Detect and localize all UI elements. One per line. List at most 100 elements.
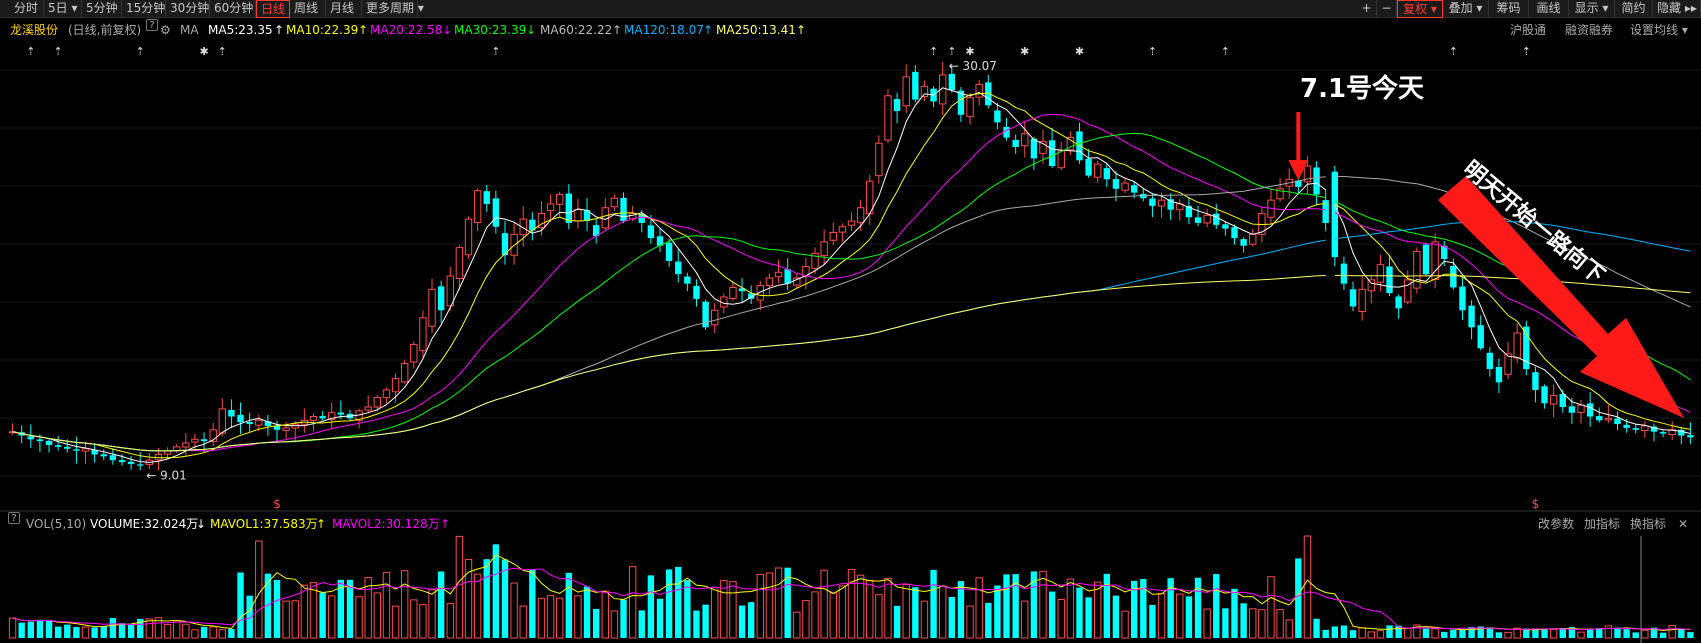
candle-body [738, 288, 746, 292]
candle-body [884, 95, 892, 141]
volume-bar [382, 572, 391, 639]
volume-bar [1121, 610, 1129, 639]
ma5-line-after [1334, 205, 1691, 435]
event-marker: ⇡ [218, 45, 227, 58]
gear-icon[interactable]: ⚙ [160, 23, 171, 37]
volume-help-icon[interactable]: ? [8, 512, 20, 524]
candle-body [1386, 266, 1393, 294]
volume-bar [36, 619, 44, 638]
ma5-value: MA5:23.35 [208, 23, 273, 37]
change-params-link[interactable]: 改参数 [1538, 517, 1575, 531]
tool-button-6[interactable]: 显示 ▾ [1569, 0, 1615, 18]
ma60-arrow: ↑ [612, 23, 623, 37]
tool-button-4[interactable]: 筹码 [1489, 0, 1529, 18]
candle-body [529, 219, 536, 231]
candle-body [838, 226, 847, 233]
volume-bar [264, 573, 272, 638]
period-tab-3[interactable]: 15分钟 [122, 0, 166, 18]
candle-body [1623, 424, 1630, 428]
period-tab-7[interactable]: 周线 [290, 0, 326, 18]
volume-bar [1678, 628, 1685, 638]
tool-button-3[interactable]: 叠加 ▾ [1443, 0, 1489, 18]
volume-bar [355, 596, 363, 639]
candle-body [1213, 213, 1220, 225]
help-icon[interactable]: ? [146, 19, 158, 31]
candle-body [27, 436, 34, 440]
volume-bar [1358, 627, 1366, 639]
ma5-arrow: ↑ [274, 23, 285, 37]
mavol2-line [12, 567, 1691, 631]
candle-body [1549, 395, 1558, 405]
volume-bar [1085, 597, 1092, 638]
tool-button-7[interactable]: 简约 [1615, 0, 1653, 18]
event-marker: ⇡ [491, 45, 500, 58]
candle-body [64, 446, 71, 449]
volume-bar [237, 572, 244, 638]
candle-body [1441, 245, 1448, 259]
volume-bar [8, 617, 17, 639]
volume-bar [1386, 625, 1393, 638]
period-tab-9[interactable]: 更多周期 ▾ [362, 0, 424, 18]
link-margin[interactable]: 融资融券 [1565, 23, 1614, 37]
volume-bar [1549, 628, 1558, 639]
candle-body [1112, 179, 1120, 189]
volume-bar [209, 626, 217, 639]
volume-bar [1477, 626, 1484, 638]
tool-button-2[interactable]: 复权 ▾ [1397, 0, 1443, 18]
period-tab-4[interactable]: 30分钟 [166, 0, 210, 18]
volume-bar [1057, 598, 1065, 639]
volume-bar [218, 629, 226, 639]
period-tab-6[interactable]: 日线 [256, 0, 290, 18]
volume-bar [647, 575, 655, 638]
candle-body [702, 301, 709, 328]
candle-body [1185, 205, 1193, 218]
period-tab-1[interactable]: 5日 ▾ [44, 0, 82, 18]
volume-bar [519, 605, 527, 639]
candle-body [1057, 150, 1065, 169]
low-price-label: ← 9.01 [146, 469, 187, 483]
switch-indicator-link[interactable]: 换指标 [1630, 517, 1667, 531]
ma10-value: MA10:22.39 [286, 23, 359, 37]
tool-button-1[interactable]: − [1377, 0, 1397, 18]
today-arrow-head [1288, 160, 1309, 180]
candle-body [1130, 185, 1138, 193]
volume-bar [373, 592, 382, 639]
candle-body [583, 210, 591, 222]
candle-body [1495, 366, 1503, 383]
volume-bar [473, 573, 482, 639]
volume-bar [145, 618, 154, 639]
candle-body [501, 233, 509, 256]
volume-bar [802, 600, 810, 639]
volume-bar [127, 624, 135, 638]
volume-bar [1596, 628, 1603, 638]
volume-bar [337, 579, 345, 638]
volume-bar [1039, 570, 1047, 639]
candle-body [1021, 133, 1029, 147]
candle-body [610, 197, 619, 208]
add-indicator-link[interactable]: 加指标 [1584, 517, 1621, 531]
candle-body [255, 419, 263, 426]
close-icon[interactable]: ✕ [1678, 517, 1689, 531]
volume-bar [1614, 627, 1621, 638]
period-tab-8[interactable]: 月线 [326, 0, 362, 18]
volume-bar [1486, 627, 1494, 638]
tool-button-8[interactable]: 隐藏 ▸▸ [1653, 0, 1701, 18]
volume-bar [793, 611, 801, 639]
tool-button-5[interactable]: 画线 [1529, 0, 1569, 18]
volume-bar [620, 599, 627, 638]
period-tab-0[interactable]: 分时 [10, 0, 44, 18]
tool-button-0[interactable]: + [1357, 0, 1377, 18]
candle-body [684, 276, 691, 284]
period-tab-2[interactable]: 5分钟 [82, 0, 122, 18]
volume-bar [1313, 618, 1320, 638]
candle-body [455, 247, 464, 279]
candle-body [811, 252, 819, 269]
dividend-marker: $ [273, 497, 281, 511]
candle-body [1523, 326, 1530, 370]
candle-body [1167, 199, 1174, 210]
link-set-ma[interactable]: 设置均线 ▾ [1630, 23, 1688, 37]
period-tab-5[interactable]: 60分钟 [210, 0, 256, 18]
stock-name[interactable]: 龙溪股份 [10, 23, 59, 37]
link-hgt[interactable]: 沪股通 [1510, 23, 1547, 37]
